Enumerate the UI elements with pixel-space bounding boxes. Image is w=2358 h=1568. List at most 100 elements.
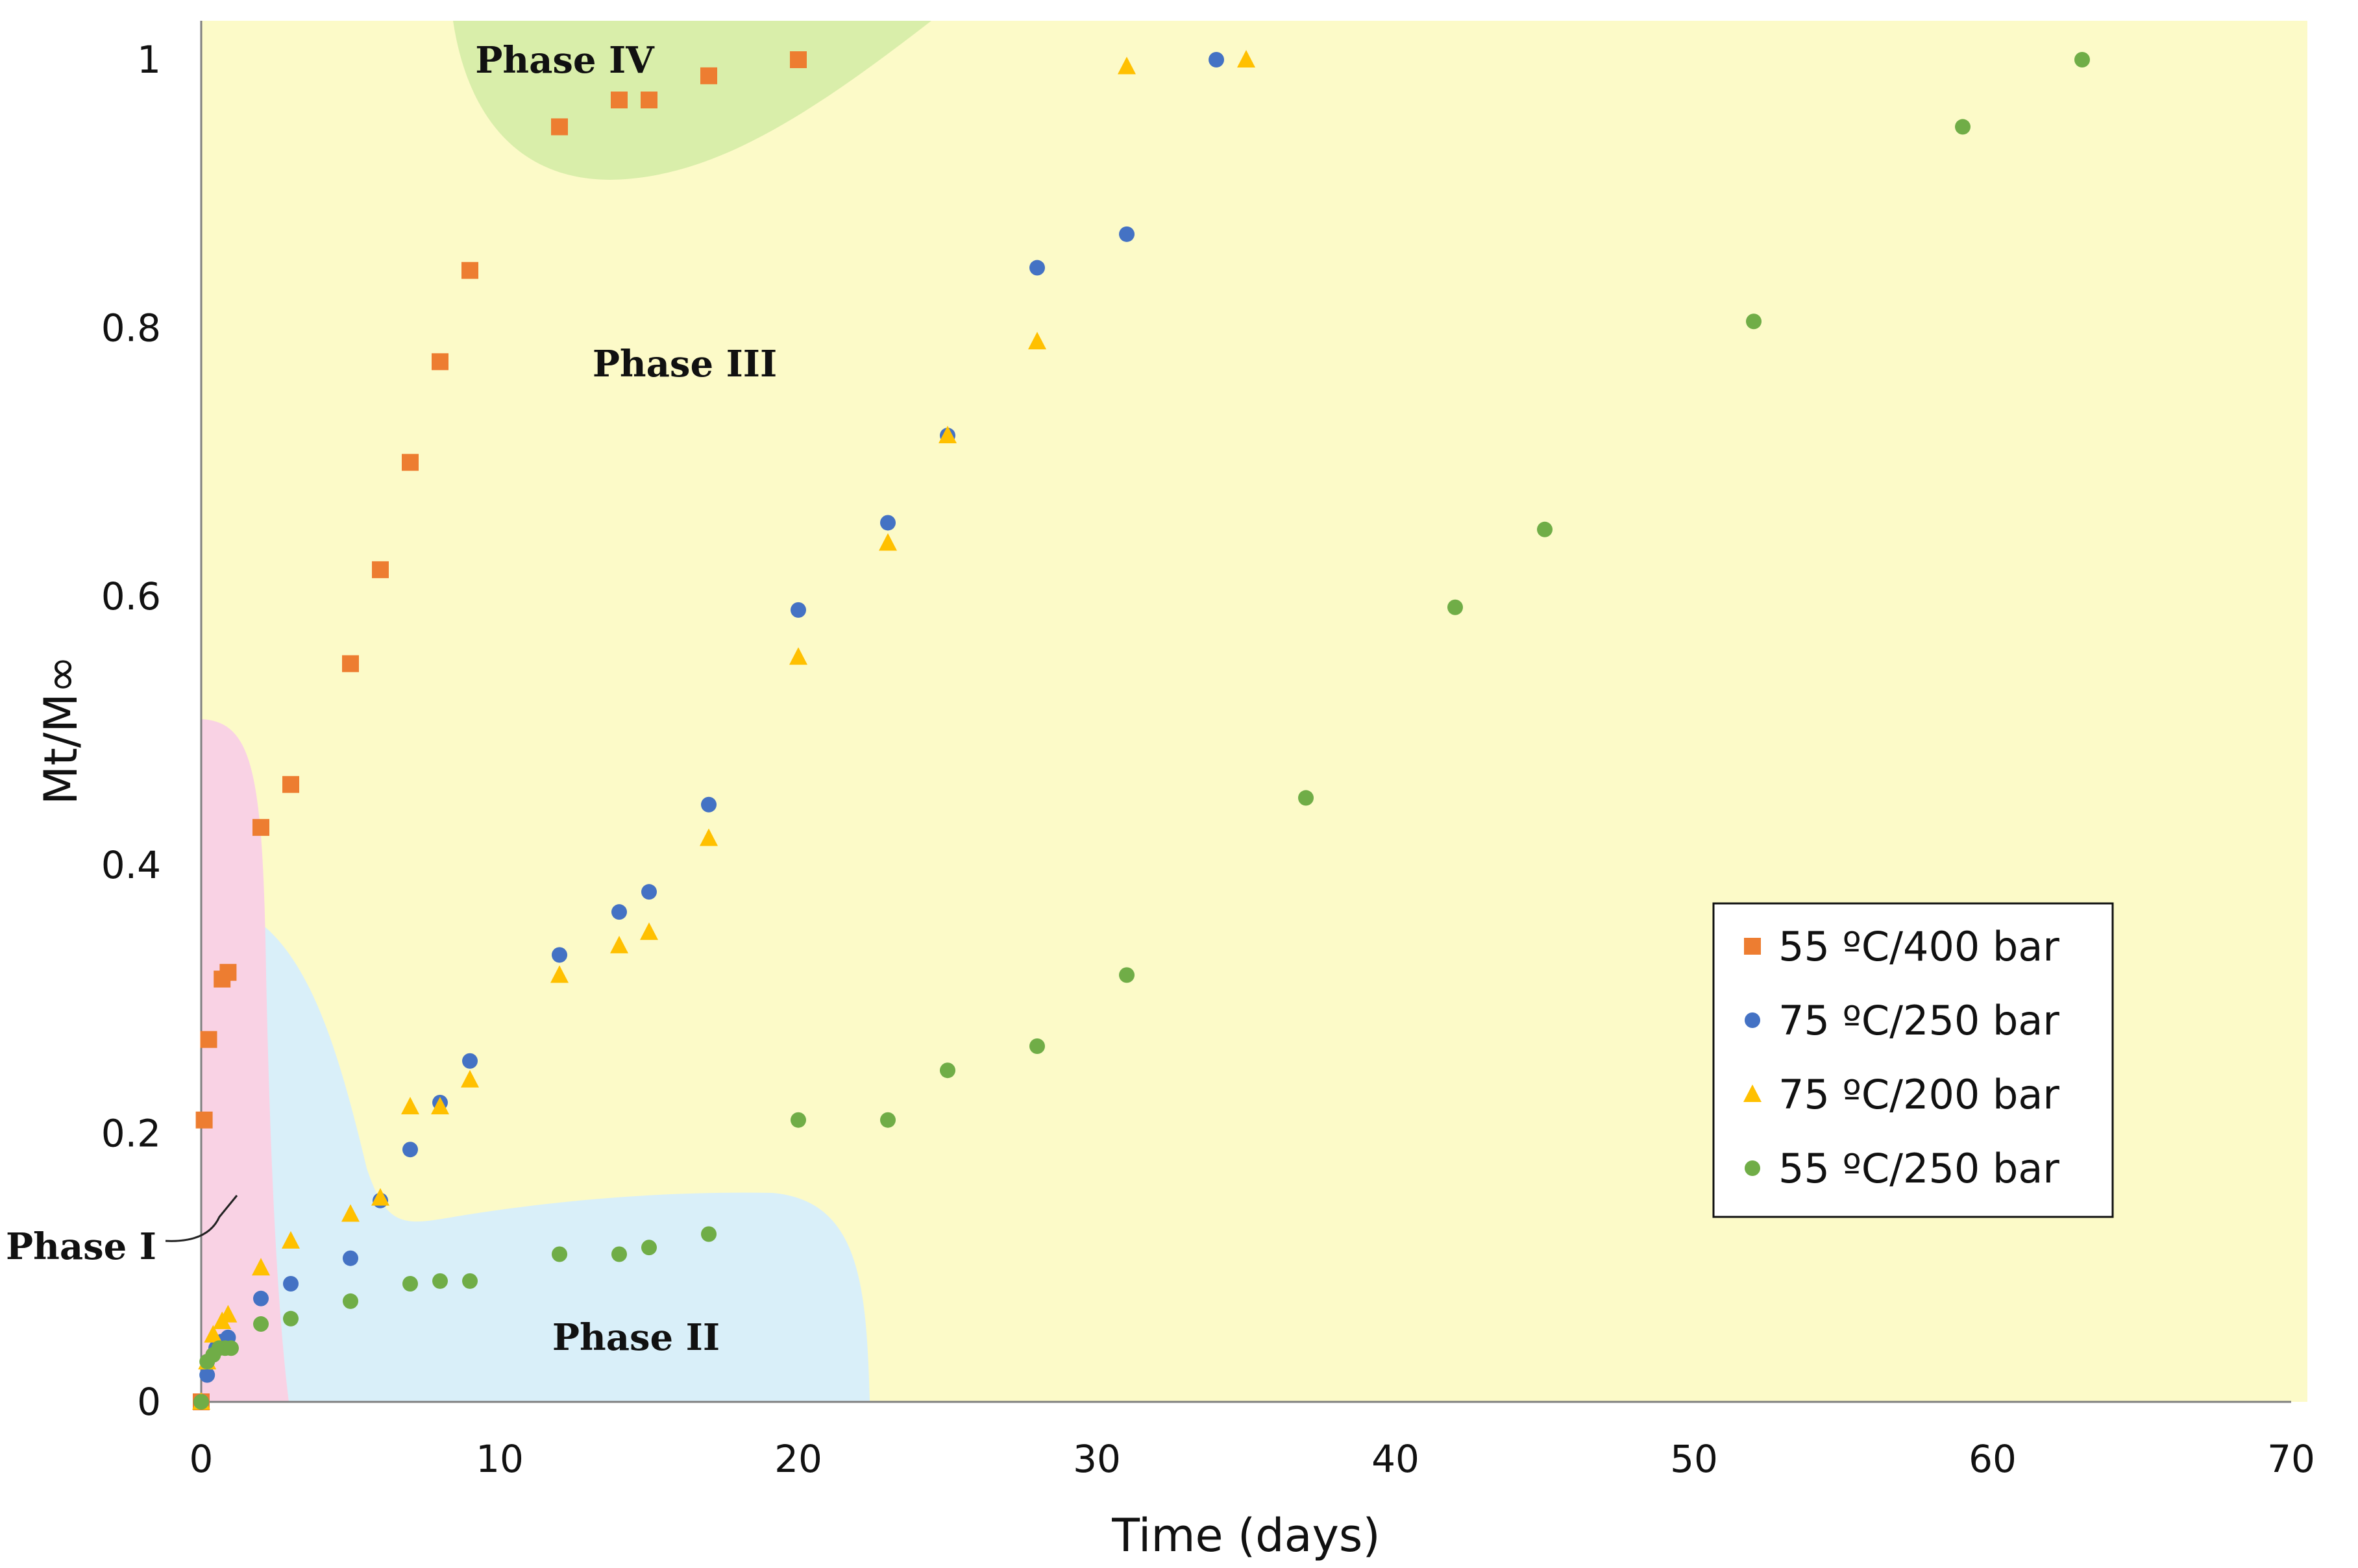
legend-marker	[1743, 1084, 1762, 1102]
x-tick-label: 10	[476, 1437, 524, 1481]
data-point	[551, 118, 568, 136]
series-55-c-250-bar	[193, 52, 2090, 1410]
y-tick-label: 0	[137, 1380, 161, 1424]
data-point	[219, 964, 237, 981]
phase-ii-region	[201, 899, 870, 1402]
phase-ii-label: Phase II	[552, 1316, 720, 1359]
data-point	[282, 1231, 300, 1249]
legend: 55 ºC/400 bar 75 ºC/250 bar 75 ºC/200 bar 5…	[1712, 902, 2114, 1218]
legend-label: 75 ºC/250 bar	[1778, 997, 2059, 1044]
data-point	[641, 1240, 657, 1256]
data-point	[341, 1204, 360, 1222]
data-point	[611, 1246, 627, 1262]
data-point	[611, 904, 627, 920]
data-point	[282, 776, 299, 793]
data-points	[192, 50, 2090, 1410]
data-point	[879, 533, 897, 551]
x-tick-label: 50	[1670, 1437, 1718, 1481]
data-point	[431, 1097, 449, 1115]
data-point	[371, 1188, 389, 1206]
data-point	[283, 1310, 299, 1327]
data-point	[199, 1367, 215, 1383]
data-point	[791, 1112, 806, 1128]
x-tick-label: 40	[1371, 1437, 1419, 1481]
data-point	[432, 353, 448, 371]
data-point	[880, 515, 896, 531]
data-point	[1028, 332, 1046, 350]
data-point	[1029, 1038, 1045, 1054]
phase-i-leader-line	[165, 1195, 238, 1242]
data-point	[343, 1250, 358, 1266]
x-tick-label: 20	[774, 1437, 822, 1481]
data-point	[1118, 56, 1136, 75]
data-point	[401, 1097, 419, 1115]
data-point	[1209, 52, 1224, 67]
data-point	[253, 1316, 269, 1332]
data-point	[1537, 521, 1553, 537]
data-point	[1237, 50, 1255, 67]
legend-label: 55 ºC/250 bar	[1778, 1145, 2059, 1192]
data-point	[700, 828, 718, 846]
data-point	[791, 602, 806, 618]
data-point	[253, 1290, 269, 1306]
y-tick-label: 0.8	[101, 306, 161, 350]
phase-iii-label: Phase III	[593, 343, 777, 386]
data-point	[940, 1062, 955, 1079]
data-point	[252, 818, 269, 836]
data-point	[552, 1246, 567, 1262]
data-point	[700, 67, 717, 84]
data-point	[610, 935, 628, 953]
data-point	[432, 1273, 448, 1289]
data-point	[611, 92, 628, 109]
data-point	[1955, 119, 1971, 135]
y-tick-label: 1	[137, 38, 161, 82]
phase-i-label: Phase I	[6, 1225, 156, 1268]
data-point	[193, 1394, 209, 1410]
data-point	[402, 454, 419, 471]
data-point	[641, 884, 657, 900]
data-point	[461, 262, 478, 279]
x-tick-label: 60	[1969, 1437, 2017, 1481]
data-point	[1447, 599, 1463, 615]
phase-i-region	[201, 719, 289, 1402]
data-point	[461, 1070, 479, 1088]
data-point	[789, 647, 807, 665]
data-point	[283, 1276, 299, 1292]
data-point	[641, 92, 657, 109]
legend-label: 75 ºC/200 bar	[1778, 1071, 2059, 1118]
data-point	[200, 1031, 217, 1048]
data-point	[402, 1276, 418, 1292]
y-tick-label: 0.6	[101, 574, 161, 619]
data-point	[195, 1111, 213, 1129]
data-point	[2074, 52, 2090, 67]
data-point	[552, 947, 567, 963]
phase-iv-label: Phase IV	[475, 39, 655, 82]
x-axis-title: Time (days)	[1111, 1509, 1380, 1562]
series-75-c-250-bar	[193, 52, 1224, 1410]
axes	[200, 21, 2291, 1403]
phase-labels: Phase IV Phase III Phase II Phase I	[6, 39, 777, 1359]
data-point	[640, 922, 658, 940]
y-axis-title: Mt/M∞	[34, 655, 88, 805]
legend-marker	[1744, 938, 1761, 955]
x-tick-label: 0	[190, 1437, 214, 1481]
data-point	[701, 1226, 717, 1242]
data-point	[1119, 226, 1135, 242]
data-point	[1119, 967, 1135, 983]
data-point	[880, 1112, 896, 1128]
phase-iv-region	[453, 21, 931, 180]
y-tick-labels: 0 0.2 0.4 0.6 0.8 1	[101, 38, 161, 1424]
data-point	[790, 51, 807, 68]
data-point	[1746, 313, 1762, 330]
legend-items: 55 ºC/400 bar 75 ºC/250 bar 75 ºC/200 bar 5…	[1743, 923, 2059, 1192]
data-point	[372, 561, 389, 578]
data-point	[204, 1325, 223, 1343]
x-tick-label: 30	[1073, 1437, 1121, 1481]
y-tick-label: 0.2	[101, 1111, 161, 1155]
data-point	[402, 1142, 418, 1158]
data-point	[1298, 790, 1314, 806]
data-point	[701, 796, 717, 813]
data-point	[219, 1305, 238, 1323]
data-point	[342, 655, 359, 672]
